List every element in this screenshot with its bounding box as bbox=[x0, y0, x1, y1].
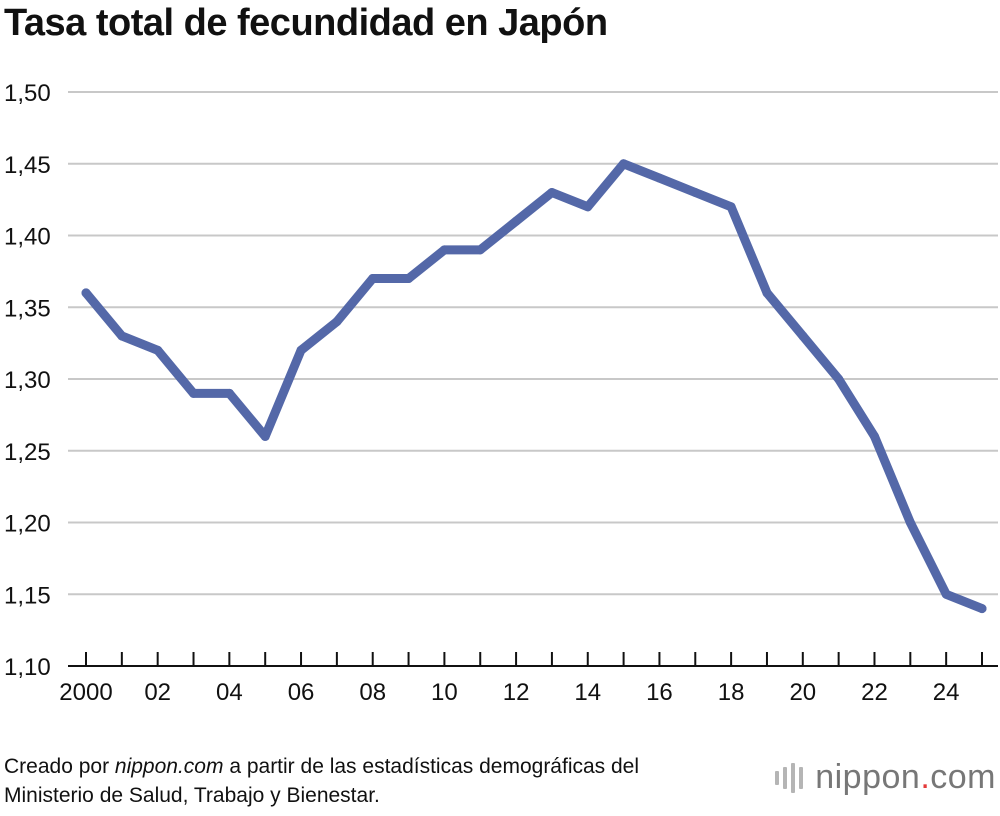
data-point bbox=[117, 331, 127, 341]
x-tick-label: 16 bbox=[646, 679, 673, 706]
data-point bbox=[619, 159, 629, 169]
logo-text-right: com bbox=[930, 758, 996, 796]
y-tick-label: 1,45 bbox=[4, 152, 51, 179]
data-point bbox=[404, 274, 414, 284]
data-point bbox=[654, 173, 664, 183]
x-tick-label: 04 bbox=[216, 679, 243, 706]
data-point bbox=[81, 288, 91, 298]
y-tick-label: 1,10 bbox=[4, 654, 51, 681]
x-tick-label: 12 bbox=[503, 679, 530, 706]
data-point bbox=[439, 245, 449, 255]
logo-dot: . bbox=[920, 758, 931, 796]
data-point bbox=[726, 202, 736, 212]
data-point bbox=[511, 216, 521, 226]
data-point bbox=[762, 288, 772, 298]
line-chart: 1,10 1,15 1,20 1,25 1,30 1,35 1,40 1,45 1,50 2000… bbox=[4, 80, 998, 706]
data-point bbox=[905, 518, 915, 527]
x-tick-label: 18 bbox=[718, 679, 745, 706]
logo-wordmark: nippon.com bbox=[815, 758, 996, 797]
source-suffix: a partir de las estadísticas demográfica… bbox=[223, 755, 640, 778]
x-tick-label: 02 bbox=[144, 679, 171, 706]
data-point bbox=[690, 187, 700, 197]
y-tick-label: 1,20 bbox=[4, 511, 51, 538]
data-point bbox=[941, 589, 951, 599]
y-tick-label: 1,50 bbox=[4, 80, 51, 107]
data-point bbox=[296, 345, 306, 355]
data-point bbox=[260, 431, 270, 441]
data-point bbox=[547, 187, 557, 197]
data-point bbox=[153, 345, 163, 355]
data-point bbox=[977, 604, 987, 614]
source-line-1: Creado por nippon.com a partir de las es… bbox=[4, 752, 639, 781]
data-point bbox=[189, 388, 199, 398]
x-tick-label: 2000 bbox=[59, 679, 112, 706]
data-point bbox=[475, 245, 485, 255]
x-tick-label: 22 bbox=[861, 679, 888, 706]
series-line bbox=[81, 159, 987, 614]
y-tick-label: 1,25 bbox=[4, 439, 51, 466]
x-tick-label: 10 bbox=[431, 679, 458, 706]
chart-title: Tasa total de fecundidad en Japón bbox=[4, 2, 608, 44]
x-tick-label: 14 bbox=[574, 679, 601, 706]
x-tick-label: 06 bbox=[288, 679, 315, 706]
x-tick-label: 08 bbox=[359, 679, 386, 706]
source-prefix: Creado por bbox=[4, 755, 115, 778]
y-tick-label: 1,15 bbox=[4, 582, 51, 609]
y-tick-label: 1,40 bbox=[4, 224, 51, 251]
data-point bbox=[224, 388, 234, 398]
source-site: nippon.com bbox=[114, 755, 224, 778]
logo-text-left: nippon bbox=[815, 758, 921, 796]
source-line-2: Ministerio de Salud, Trabajo y Bienestar… bbox=[4, 784, 380, 807]
data-point bbox=[368, 274, 378, 284]
logo-bars-icon bbox=[775, 762, 804, 793]
nippon-logo: nippon.com bbox=[775, 758, 996, 797]
data-point bbox=[583, 202, 593, 212]
y-tick-label: 1,30 bbox=[4, 367, 51, 394]
source-note: Creado por nippon.com a partir de las es… bbox=[4, 752, 639, 810]
data-point bbox=[834, 374, 844, 384]
data-point bbox=[332, 317, 342, 327]
data-point bbox=[869, 431, 879, 441]
y-tick-label: 1,35 bbox=[4, 295, 51, 322]
x-tick-label: 20 bbox=[789, 679, 816, 706]
data-point bbox=[798, 331, 808, 341]
x-tick-label: 24 bbox=[933, 679, 960, 706]
